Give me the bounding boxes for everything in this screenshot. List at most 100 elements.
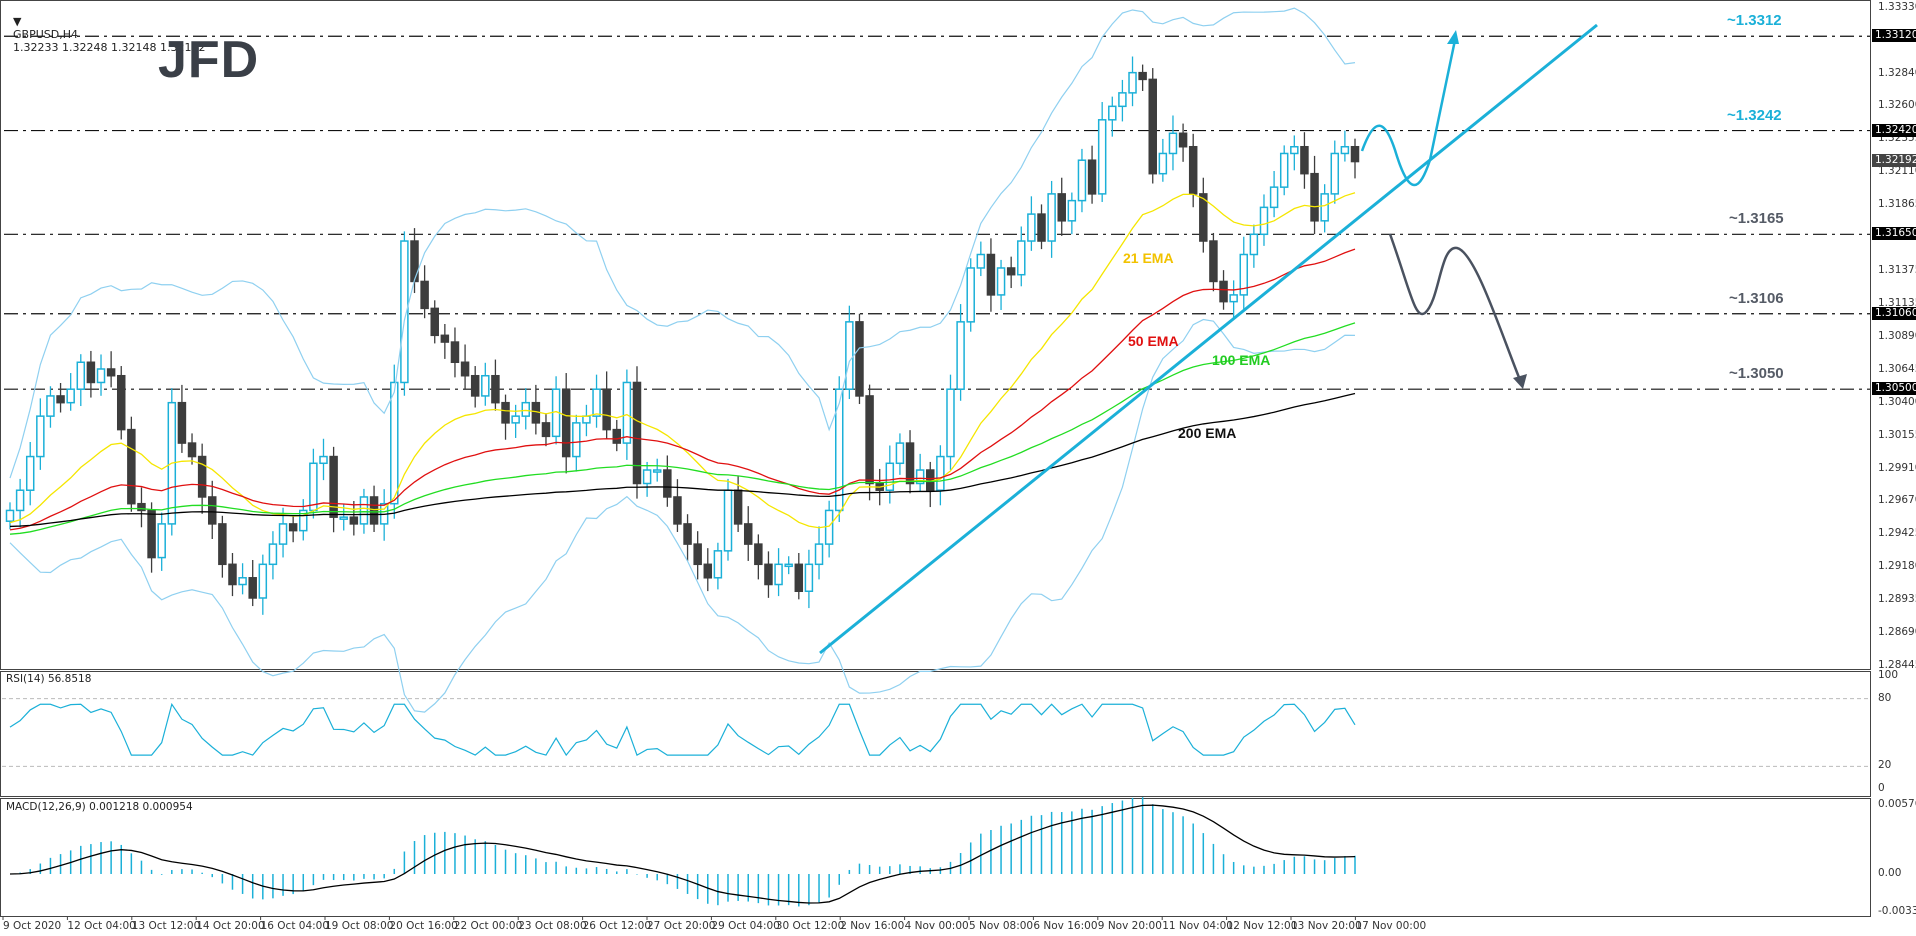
current-price-tag: 1.32192 <box>1872 154 1916 168</box>
date-tick: 13 Oct 12:00 <box>131 920 201 932</box>
macd-title: MACD(12,26,9) 0.001218 0.000954 <box>6 801 193 813</box>
level-label: ~1.3312 <box>1727 12 1782 30</box>
price-tick: 1.32840 <box>1878 67 1916 79</box>
ema200-line <box>9 392 1356 528</box>
candle <box>713 550 723 579</box>
macd-signal-line <box>9 804 1356 904</box>
rsi-tick: 0 <box>1878 782 1885 794</box>
rsi-tick: 80 <box>1878 691 1892 704</box>
candle <box>1310 172 1319 222</box>
candle <box>460 361 470 377</box>
candle <box>1239 253 1249 296</box>
date-tick: 12 Nov 12:00 <box>1226 920 1298 932</box>
candle <box>268 543 278 566</box>
candle <box>86 361 96 384</box>
candle <box>855 321 864 397</box>
bearish-scenario-arrow <box>1388 233 1522 381</box>
candle <box>96 368 106 384</box>
price-tick: 1.31865 <box>1878 198 1916 211</box>
candle <box>622 381 632 444</box>
candle <box>1138 71 1147 81</box>
price-tick: 1.31375 <box>1878 264 1916 277</box>
candle <box>784 563 793 568</box>
candle <box>400 240 409 384</box>
candle <box>420 280 429 310</box>
candle <box>1350 145 1360 163</box>
trendline <box>819 23 1598 655</box>
candle <box>1199 193 1208 242</box>
candle <box>602 388 611 431</box>
candle <box>1027 213 1036 242</box>
date-tick: 9 Nov 20:00 <box>1097 920 1162 932</box>
candle <box>410 240 419 283</box>
candle <box>25 455 35 491</box>
candle <box>1006 267 1016 276</box>
candle <box>794 563 804 593</box>
candle <box>349 516 359 525</box>
candle <box>76 361 86 390</box>
candle <box>1249 233 1259 256</box>
ema-label: 100 EMA <box>1212 352 1271 368</box>
candle <box>905 442 915 485</box>
date-tick: 26 Oct 12:00 <box>582 920 652 932</box>
date-tick: 19 Oct 08:00 <box>325 920 394 932</box>
price-tick: 1.30155 <box>1878 428 1916 441</box>
price-tick: 1.30645 <box>1878 362 1916 375</box>
candle <box>885 462 895 491</box>
candle <box>743 523 753 545</box>
date-tick: 2 Nov 16:00 <box>840 920 905 932</box>
candle <box>592 388 601 417</box>
price-tick: 1.29425 <box>1878 527 1916 539</box>
rsi-title: RSI(14) 56.8518 <box>6 673 92 685</box>
date-tick: 17 Nov 00:00 <box>1355 920 1427 932</box>
candle <box>814 543 824 566</box>
candle <box>127 428 136 505</box>
collapse-triangle-icon[interactable]: ▼ <box>13 15 22 28</box>
candle <box>834 388 844 512</box>
candle <box>652 469 662 473</box>
candle <box>470 374 480 397</box>
candle <box>1067 199 1077 222</box>
candle <box>956 321 965 390</box>
bollinger-upper <box>9 7 1356 479</box>
price-tick: 1.32110 <box>1878 165 1916 178</box>
candle <box>1097 119 1107 195</box>
price-tick: 1.29180 <box>1878 560 1916 572</box>
price-tick: 1.28935 <box>1878 593 1916 605</box>
candle <box>663 469 672 498</box>
bullish-scenario-arrow <box>1360 39 1457 187</box>
candle <box>915 469 925 485</box>
candle <box>582 415 591 424</box>
level-label: ~1.3165 <box>1729 210 1784 228</box>
candle <box>228 563 237 586</box>
macd-tick: -0.003343 <box>1878 905 1916 917</box>
candle <box>693 543 702 566</box>
date-tick: 13 Nov 20:00 <box>1291 920 1362 932</box>
price-tick: 1.30400 <box>1878 395 1916 408</box>
candle <box>521 401 531 417</box>
date-tick: 5 Nov 08:00 <box>969 920 1034 932</box>
candle <box>824 509 834 545</box>
level-price-tag: 1.31650 <box>1872 227 1916 241</box>
candle <box>996 267 1006 296</box>
candle <box>359 496 369 525</box>
candle <box>723 489 733 552</box>
candle <box>1340 145 1350 155</box>
candle <box>238 577 247 586</box>
date-tick: 20 Oct 16:00 <box>389 920 458 932</box>
bollinger-lower <box>9 318 1356 713</box>
date-tick: 27 Oct 20:00 <box>647 920 716 932</box>
date-tick: 23 Oct 08:00 <box>518 920 587 932</box>
candle <box>1259 206 1269 236</box>
candle <box>1168 132 1178 155</box>
candle <box>137 502 146 512</box>
candle <box>15 489 25 512</box>
candle <box>501 401 510 424</box>
candle <box>248 577 257 599</box>
symbol-header[interactable]: ▼ GBPUSD,H4 1.32233 1.32248 1.32148 1.32… <box>6 2 205 54</box>
candle <box>309 462 318 512</box>
candle <box>1108 105 1117 121</box>
price-tick: 1.31135 <box>1878 296 1916 309</box>
candle <box>946 388 955 458</box>
